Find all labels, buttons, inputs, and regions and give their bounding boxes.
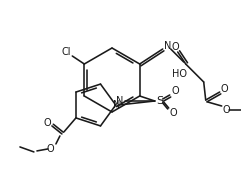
Text: HO: HO <box>172 69 187 79</box>
Text: N: N <box>116 96 123 106</box>
Text: O: O <box>172 42 180 52</box>
Text: N: N <box>164 41 171 51</box>
Text: O: O <box>170 108 178 118</box>
Text: O: O <box>223 105 231 115</box>
Text: O: O <box>172 86 180 96</box>
Text: S: S <box>156 96 163 106</box>
Text: O: O <box>43 118 51 128</box>
Text: Cl: Cl <box>61 47 71 57</box>
Text: N: N <box>113 100 120 110</box>
Text: O: O <box>46 144 54 154</box>
Text: O: O <box>221 84 228 94</box>
